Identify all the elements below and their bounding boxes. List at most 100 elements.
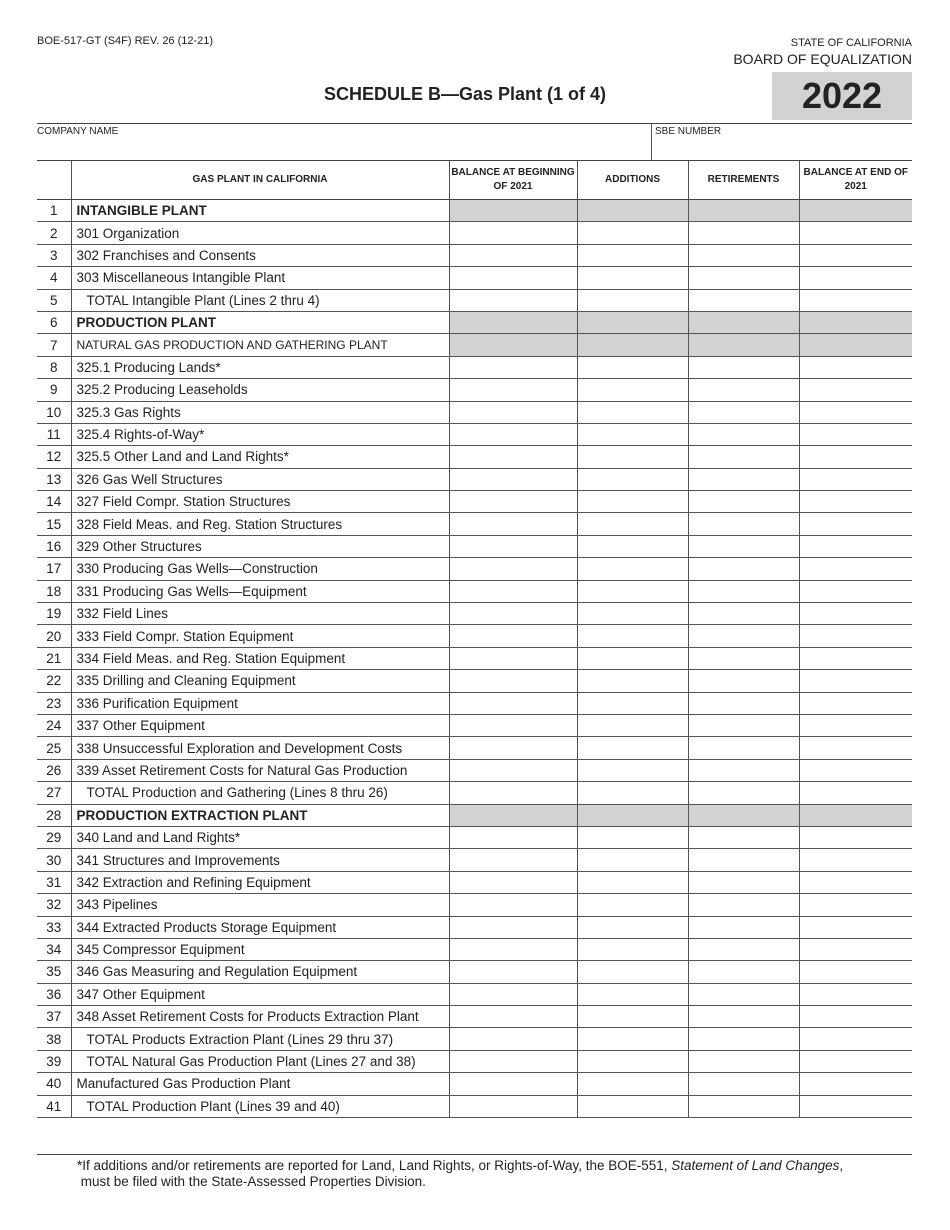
balance-end-cell[interactable] xyxy=(798,580,912,604)
retirements-cell[interactable] xyxy=(687,1050,799,1074)
balance-end-cell[interactable] xyxy=(798,266,912,290)
retirements-cell[interactable] xyxy=(687,692,799,715)
balance-beginning-cell[interactable] xyxy=(448,669,577,693)
additions-cell[interactable] xyxy=(576,960,688,984)
retirements-cell[interactable] xyxy=(687,602,799,626)
balance-end-cell[interactable] xyxy=(798,736,912,760)
additions-cell[interactable] xyxy=(576,445,688,469)
balance-end-cell[interactable] xyxy=(798,244,912,268)
additions-cell[interactable] xyxy=(576,692,688,715)
balance-beginning-cell[interactable] xyxy=(448,401,577,424)
additions-cell[interactable] xyxy=(576,1027,688,1051)
retirements-cell[interactable] xyxy=(687,714,799,738)
retirements-cell[interactable] xyxy=(687,468,799,492)
retirements-cell[interactable] xyxy=(687,356,799,380)
balance-beginning-cell[interactable] xyxy=(448,647,577,671)
retirements-cell[interactable] xyxy=(687,624,799,648)
balance-beginning-cell[interactable] xyxy=(448,624,577,648)
retirements-cell[interactable] xyxy=(687,266,799,290)
additions-cell[interactable] xyxy=(576,423,688,447)
additions-cell[interactable] xyxy=(576,602,688,626)
balance-end-cell[interactable] xyxy=(798,826,912,850)
retirements-cell[interactable] xyxy=(687,423,799,447)
balance-end-cell[interactable] xyxy=(798,512,912,536)
balance-end-cell[interactable] xyxy=(798,871,912,895)
balance-end-cell[interactable] xyxy=(798,983,912,1007)
additions-cell[interactable] xyxy=(576,759,688,783)
balance-beginning-cell[interactable] xyxy=(448,781,577,805)
balance-end-cell[interactable] xyxy=(798,781,912,805)
additions-cell[interactable] xyxy=(576,244,688,268)
additions-cell[interactable] xyxy=(576,401,688,424)
retirements-cell[interactable] xyxy=(687,1027,799,1051)
additions-cell[interactable] xyxy=(576,736,688,760)
retirements-cell[interactable] xyxy=(687,916,799,939)
balance-beginning-cell[interactable] xyxy=(448,759,577,783)
retirements-cell[interactable] xyxy=(687,580,799,604)
additions-cell[interactable] xyxy=(576,848,688,872)
additions-cell[interactable] xyxy=(576,916,688,939)
balance-end-cell[interactable] xyxy=(798,848,912,872)
balance-end-cell[interactable] xyxy=(798,893,912,917)
retirements-cell[interactable] xyxy=(687,960,799,984)
balance-end-cell[interactable] xyxy=(798,221,912,245)
balance-beginning-cell[interactable] xyxy=(448,289,577,312)
balance-beginning-cell[interactable] xyxy=(448,714,577,738)
retirements-cell[interactable] xyxy=(687,535,799,559)
retirements-cell[interactable] xyxy=(687,244,799,268)
additions-cell[interactable] xyxy=(576,826,688,850)
balance-end-cell[interactable] xyxy=(798,289,912,312)
balance-beginning-cell[interactable] xyxy=(448,938,577,962)
balance-end-cell[interactable] xyxy=(798,759,912,783)
balance-end-cell[interactable] xyxy=(798,624,912,648)
additions-cell[interactable] xyxy=(576,490,688,514)
balance-end-cell[interactable] xyxy=(798,423,912,447)
retirements-cell[interactable] xyxy=(687,512,799,536)
additions-cell[interactable] xyxy=(576,714,688,738)
balance-end-cell[interactable] xyxy=(798,401,912,424)
retirements-cell[interactable] xyxy=(687,826,799,850)
additions-cell[interactable] xyxy=(576,1050,688,1074)
balance-beginning-cell[interactable] xyxy=(448,580,577,604)
retirements-cell[interactable] xyxy=(687,378,799,402)
retirements-cell[interactable] xyxy=(687,445,799,469)
balance-beginning-cell[interactable] xyxy=(448,602,577,626)
additions-cell[interactable] xyxy=(576,669,688,693)
balance-beginning-cell[interactable] xyxy=(448,378,577,402)
balance-end-cell[interactable] xyxy=(798,356,912,380)
balance-beginning-cell[interactable] xyxy=(448,512,577,536)
balance-beginning-cell[interactable] xyxy=(448,244,577,268)
balance-end-cell[interactable] xyxy=(798,1027,912,1051)
balance-beginning-cell[interactable] xyxy=(448,445,577,469)
balance-beginning-cell[interactable] xyxy=(448,221,577,245)
retirements-cell[interactable] xyxy=(687,1072,799,1096)
balance-beginning-cell[interactable] xyxy=(448,490,577,514)
additions-cell[interactable] xyxy=(576,468,688,492)
balance-end-cell[interactable] xyxy=(798,1005,912,1029)
retirements-cell[interactable] xyxy=(687,938,799,962)
balance-end-cell[interactable] xyxy=(798,938,912,962)
additions-cell[interactable] xyxy=(576,1095,688,1119)
additions-cell[interactable] xyxy=(576,938,688,962)
additions-cell[interactable] xyxy=(576,535,688,559)
retirements-cell[interactable] xyxy=(687,490,799,514)
additions-cell[interactable] xyxy=(576,1005,688,1029)
retirements-cell[interactable] xyxy=(687,669,799,693)
balance-end-cell[interactable] xyxy=(798,557,912,581)
retirements-cell[interactable] xyxy=(687,893,799,917)
retirements-cell[interactable] xyxy=(687,781,799,805)
balance-beginning-cell[interactable] xyxy=(448,1072,577,1096)
retirements-cell[interactable] xyxy=(687,647,799,671)
balance-end-cell[interactable] xyxy=(798,647,912,671)
balance-beginning-cell[interactable] xyxy=(448,916,577,939)
balance-end-cell[interactable] xyxy=(798,490,912,514)
additions-cell[interactable] xyxy=(576,557,688,581)
retirements-cell[interactable] xyxy=(687,736,799,760)
balance-beginning-cell[interactable] xyxy=(448,736,577,760)
additions-cell[interactable] xyxy=(576,378,688,402)
balance-end-cell[interactable] xyxy=(798,535,912,559)
balance-beginning-cell[interactable] xyxy=(448,983,577,1007)
additions-cell[interactable] xyxy=(576,624,688,648)
balance-beginning-cell[interactable] xyxy=(448,1095,577,1119)
additions-cell[interactable] xyxy=(576,647,688,671)
